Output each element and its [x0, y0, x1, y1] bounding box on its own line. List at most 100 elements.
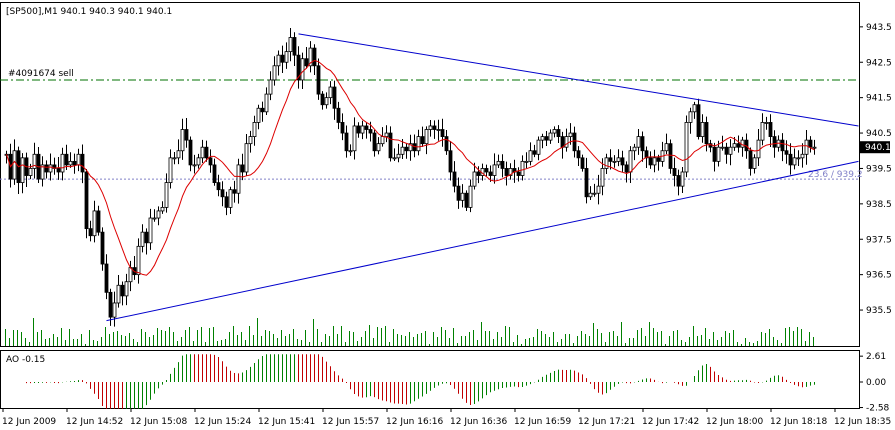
candle-bear	[340, 122, 345, 134]
time-tick-label: 12 Jun 2009	[2, 417, 56, 427]
candle-bear	[336, 107, 341, 123]
candle-bull	[40, 164, 45, 180]
time-tick-label: 12 Jun 18:00	[706, 417, 763, 427]
candle-bull	[248, 136, 253, 145]
price-tick-label: 941.5	[866, 94, 892, 104]
candle-bull	[528, 150, 533, 162]
time-tick-label: 12 Jun 16:36	[450, 417, 507, 427]
candle-bull	[596, 185, 601, 194]
candle-bear	[412, 143, 417, 152]
support-trendline[interactable]	[106, 160, 859, 322]
candle-bear	[712, 146, 717, 162]
time-tick-label: 12 Jun 17:42	[642, 417, 699, 427]
candle-bull	[116, 284, 121, 304]
candle-bull	[12, 150, 17, 180]
candle-bull	[156, 210, 161, 219]
candle-bear	[532, 150, 537, 155]
candle-bull	[716, 146, 721, 162]
candle-bull	[396, 153, 401, 159]
current-price-label: 940.1	[865, 143, 891, 153]
candle-bear	[504, 168, 509, 176]
candle-bear	[772, 136, 777, 148]
candle-bull	[600, 168, 605, 187]
candle-bear	[84, 171, 89, 230]
candle-bull	[152, 217, 157, 220]
candle-bear	[420, 136, 425, 145]
candle-bear	[280, 54, 285, 63]
price-tick-label: 939.5	[866, 164, 892, 174]
candle-bear	[736, 143, 741, 148]
candle-bull	[376, 143, 381, 152]
price-tick-label: 938.5	[866, 200, 892, 210]
candle-bear	[656, 157, 661, 162]
candle-bear	[120, 284, 125, 297]
candle-bull	[492, 164, 497, 176]
candle-bull	[76, 153, 81, 166]
candle-bull	[124, 281, 129, 297]
candle-bear	[212, 164, 217, 184]
candle-bull	[348, 150, 353, 153]
candle-bull	[468, 185, 473, 208]
resistance-trendline[interactable]	[298, 33, 859, 127]
candle-bear	[344, 132, 349, 152]
candle-bull	[252, 122, 257, 137]
candle-bear	[644, 150, 649, 159]
time-tick-label: 12 Jun 15:24	[194, 417, 251, 427]
price-tick-label: 936.5	[866, 271, 892, 281]
price-tick-label: 935.5	[866, 306, 892, 316]
candle-bull	[148, 217, 153, 244]
candle-bull	[392, 157, 397, 160]
candle-bear	[108, 291, 113, 318]
price-tick-label: 942.5	[866, 58, 892, 68]
candle-bear	[388, 132, 393, 159]
candle-bull	[796, 157, 801, 160]
candle-bear	[808, 139, 813, 148]
candle-bear	[240, 164, 245, 173]
candle-bull	[192, 164, 197, 167]
candle-bear	[768, 122, 773, 137]
candle-bull	[300, 58, 305, 81]
candle-bull	[568, 132, 573, 137]
candle-bear	[440, 129, 445, 137]
candle-bull	[508, 168, 513, 176]
indicator-tick-label: 0.00	[866, 378, 886, 388]
candle-bull	[136, 245, 141, 276]
time-tick-label: 12 Jun 14:52	[66, 417, 123, 427]
candle-bear	[80, 153, 85, 173]
candle-bear	[204, 146, 209, 159]
candle-bull	[732, 143, 737, 148]
candle-bear	[144, 231, 149, 244]
candle-bear	[620, 157, 625, 166]
candle-bear	[72, 160, 77, 166]
candle-bear	[500, 160, 505, 169]
indicator-tick-label: -2.58	[866, 404, 890, 414]
candle-bull	[496, 160, 501, 166]
order-line-label: #4091674 sell	[8, 69, 74, 79]
candle-bear	[672, 168, 677, 176]
candle-bull	[264, 93, 269, 113]
candle-bear	[560, 136, 565, 148]
time-tick-label: 12 Jun 16:59	[514, 417, 571, 427]
candle-bear	[784, 150, 789, 155]
candle-bear	[64, 153, 69, 166]
candle-bear	[312, 47, 317, 67]
candle-bull	[804, 139, 809, 155]
candle-bull	[628, 150, 633, 173]
candle-bull	[688, 111, 693, 123]
candle-bull	[180, 129, 185, 152]
candle-bear	[696, 104, 701, 137]
time-tick-label: 12 Jun 18:18	[770, 417, 827, 427]
candle-bull	[428, 125, 433, 130]
candle-bull	[380, 136, 385, 145]
candle-bear	[220, 189, 225, 198]
candle-bull	[164, 182, 169, 208]
candle-bear	[452, 171, 457, 187]
candle-bear	[576, 150, 581, 159]
candle-bear	[448, 150, 453, 173]
candle-bear	[184, 129, 189, 141]
candle-bear	[44, 164, 49, 173]
main-plot-frame	[0, 2, 860, 347]
bid-line-label: 23.6 / 939.2	[808, 170, 863, 180]
